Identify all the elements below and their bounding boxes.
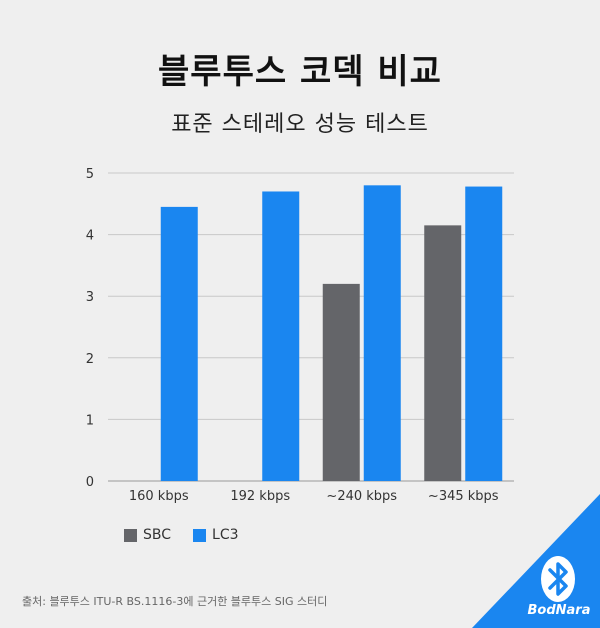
- y-tick-label: 1: [86, 413, 94, 428]
- y-tick-label: 2: [86, 352, 94, 367]
- y-tick-label: 3: [86, 290, 94, 305]
- bar-lc3-0: [160, 206, 198, 481]
- y-tick-label: 0: [86, 475, 94, 490]
- bluetooth-icon: [541, 556, 575, 602]
- legend-swatch-lc3: [193, 528, 207, 542]
- page-subtitle: 표준 스테레오 성능 테스트: [171, 112, 429, 137]
- legend-swatch-sbc: [124, 528, 137, 542]
- x-tick-label: ~240 kbps: [326, 489, 397, 504]
- bar-chart: 0 1 2 3 4 5 160 kbps 192 kbps ~240 kbps ~345 kbps: [86, 167, 514, 504]
- brand-logo-text: BodNara: [527, 603, 591, 618]
- bar-lc3-1: [262, 191, 300, 482]
- bar-sbc-3: [424, 225, 462, 481]
- x-tick-label: 160 kbps: [129, 489, 189, 504]
- y-tick-label: 5: [86, 167, 94, 182]
- y-tick-label: 4: [86, 229, 94, 244]
- bar-lc3-3: [465, 186, 503, 481]
- legend-label-sbc: SBC: [143, 527, 172, 543]
- legend-label-lc3: LC3: [212, 527, 239, 543]
- bar-lc3-2: [363, 185, 401, 481]
- x-tick-label: ~345 kbps: [428, 489, 499, 504]
- bar-sbc-2: [322, 283, 360, 481]
- legend-item-sbc: SBC: [124, 527, 171, 543]
- bars: [160, 185, 503, 482]
- source-note: 출처: 블루투스 ITU-R BS.1116-3에 근거한 블루투스 SIG 스…: [22, 595, 328, 608]
- page-title: 블루투스 코덱 비교: [158, 52, 442, 92]
- axis-labels: 0 1 2 3 4 5 160 kbps 192 kbps ~240 kbps ~345 kbps: [86, 167, 499, 504]
- chart-legend: SBC LC3: [124, 527, 239, 543]
- x-tick-label: 192 kbps: [230, 489, 290, 504]
- legend-item-lc3: LC3: [193, 527, 239, 543]
